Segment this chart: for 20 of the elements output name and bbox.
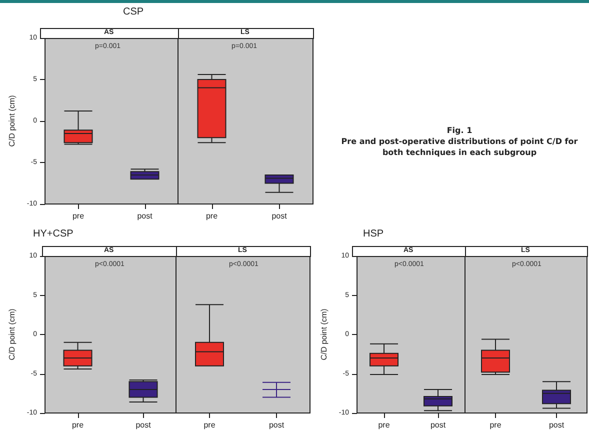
x-tick-label: post [548,420,565,430]
x-tick-label: post [136,420,152,430]
x-tick-label: post [430,420,446,430]
x-tick-label: pre [206,212,218,220]
x-tick-label: pre [72,212,85,220]
y-axis-title: C/D point (cm) [8,94,16,147]
chart-title: HY+CSP [33,228,74,240]
chart-title: HSP [363,228,384,240]
y-axis-title: C/D point (cm) [320,308,328,360]
x-tick-label: pre [204,420,216,430]
y-axis-title: C/D point (cm) [8,308,16,360]
x-tick-label: post [137,212,154,220]
x-tick-label: pre [72,420,84,430]
text: Fig. 1 [446,125,474,136]
chart-title: CSP [123,6,144,18]
text: Pre and post-operative distributions of point C/D for both techniques in each subgroup [340,136,579,158]
x-tick-label: pre [378,420,390,430]
x-tick-label: post [268,420,285,430]
x-tick-label: post [272,212,288,220]
x-tick-label: pre [490,420,502,430]
